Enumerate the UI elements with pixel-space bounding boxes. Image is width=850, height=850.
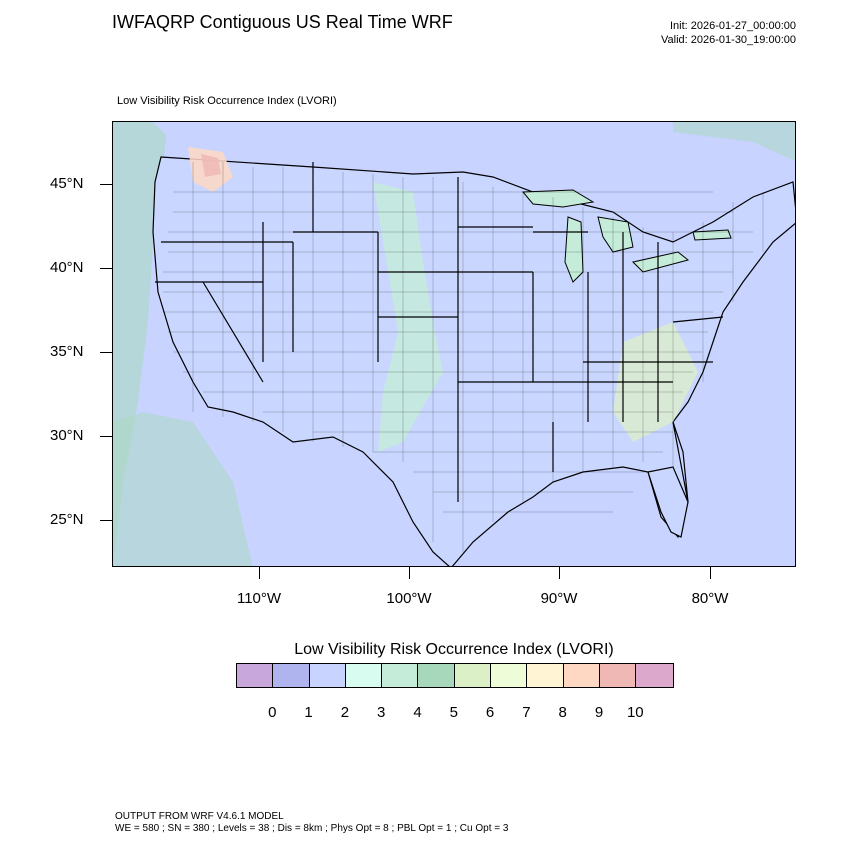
legend-tick-label: 0: [268, 704, 277, 721]
legend-color-box: [636, 664, 673, 687]
lat-label-40n: 40°N: [50, 259, 84, 276]
legend-color-box: [418, 664, 455, 687]
northwest-peak-index: [201, 154, 221, 177]
legend-color-box: [345, 664, 383, 687]
lat-label-45n: 45°N: [50, 175, 84, 192]
us-map: [113, 122, 795, 566]
model-info: OUTPUT FROM WRF V4.6.1 MODEL: [115, 811, 284, 822]
chart-title: IWFAQRP Contiguous US Real Time WRF: [112, 12, 453, 32]
lon-tick-110w: [259, 567, 260, 579]
canada-land: [153, 122, 795, 217]
lon-tick-90w: [559, 567, 560, 579]
legend-tick-label: 4: [413, 704, 422, 721]
county-grid: [163, 162, 764, 552]
legend-title: Low Visibility Risk Occurrence Index (LV…: [294, 641, 614, 658]
lake-michigan: [564, 216, 584, 283]
lat-tick-30: [100, 436, 112, 437]
legend-colorbar: [236, 663, 674, 688]
canada-terrain: [673, 122, 795, 162]
lake-erie: [632, 251, 690, 273]
legend-color-box: [563, 664, 600, 687]
lon-tick-80w: [710, 567, 711, 579]
lat-tick-45: [100, 184, 112, 185]
lake-superior: [521, 189, 595, 208]
florida: [647, 466, 689, 538]
lon-tick-100w: [409, 567, 410, 579]
legend-tick-label: 6: [485, 704, 495, 721]
legend-tick-label: 9: [594, 704, 604, 721]
legend-tick-label: 8: [558, 704, 567, 721]
lon-label-80w: 80°W: [691, 590, 729, 607]
lat-label-25n: 25°N: [50, 511, 84, 528]
state-boundaries: [155, 162, 724, 503]
legend-color-box: [382, 664, 419, 687]
map-panel: [112, 121, 796, 567]
valid-time: Valid: 2026-01-30_19:00:00: [661, 34, 796, 46]
legend-tick-label: 3: [377, 704, 386, 721]
model-settings: WE = 580 ; SN = 380 ; Levels = 38 ; Dis …: [115, 823, 509, 834]
legend-color-box: [454, 664, 492, 687]
legend-tick-label: 2: [340, 704, 350, 721]
legend-tick-label: 10: [626, 704, 644, 721]
lat-tick-40: [100, 268, 112, 269]
legend-color-box: [237, 664, 274, 687]
legend-color-box: [527, 664, 564, 687]
init-time: Init: 2026-01-27_00:00:00: [670, 20, 796, 32]
lake-ontario: [692, 229, 732, 241]
legend-color-box: [599, 664, 637, 687]
lat-tick-25: [100, 520, 112, 521]
legend-color-box: [273, 664, 310, 687]
lat-label-30n: 30°N: [50, 427, 84, 444]
lon-label-90w: 90°W: [540, 590, 578, 607]
legend-color-box: [309, 664, 346, 687]
legend-tick-label: 1: [304, 704, 313, 721]
mexico-terrain: [113, 412, 253, 566]
lat-label-35n: 35°N: [50, 343, 84, 360]
lat-tick-35: [100, 352, 112, 353]
field-label: Low Visibility Risk Occurrence Index (LV…: [117, 95, 337, 107]
legend-tick-label: 5: [449, 704, 458, 721]
lon-label-110w: 110°W: [236, 590, 282, 607]
legend-color-box: [491, 664, 528, 687]
lon-label-100w: 100°W: [386, 590, 432, 607]
legend-tick-label: 7: [522, 704, 531, 721]
